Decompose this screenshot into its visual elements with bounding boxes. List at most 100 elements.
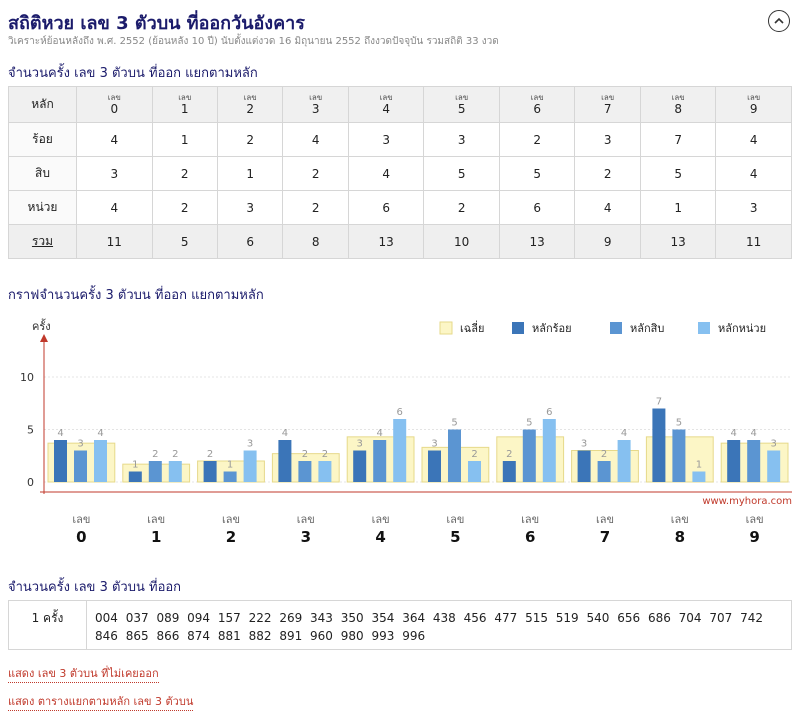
table-cell: 2 <box>282 156 349 191</box>
data-bar <box>727 440 741 482</box>
y-axis-label: ครั้ง <box>32 318 51 333</box>
table-cell: 4 <box>76 122 153 157</box>
page-title: สถิติหวย เลข 3 ตัวบน ที่ออกวันอังคาร <box>8 13 305 34</box>
table-cell: 2 <box>498 122 576 157</box>
data-label: 4 <box>621 428 627 439</box>
data-label: 4 <box>751 428 757 439</box>
table-cell: 4 <box>282 122 349 157</box>
data-bar <box>428 450 441 482</box>
data-label: 3 <box>771 439 777 450</box>
legend-label: หลักร้อย <box>532 322 572 335</box>
data-label: 2 <box>506 449 512 460</box>
data-label: 7 <box>656 397 662 408</box>
data-label: 5 <box>676 418 682 429</box>
table-cell: 1 <box>151 122 218 157</box>
occurrence-numbers: 004 037 089 094 157 222 269 343 350 354 … <box>95 611 763 643</box>
occurrence-section-title: จำนวนครั้ง เลข 3 ตัวบน ที่ออก <box>8 580 182 595</box>
data-label: 4 <box>731 428 737 439</box>
data-label: 1 <box>132 460 138 471</box>
legend-label: หลักสิบ <box>630 322 664 335</box>
y-tick-label: 5 <box>27 424 34 437</box>
legend-swatch <box>512 322 524 334</box>
x-category-prefix: เลข <box>147 513 166 526</box>
y-axis-arrow <box>40 334 48 342</box>
data-label: 3 <box>357 439 363 450</box>
data-bar <box>597 461 611 482</box>
table-cell: 3 <box>347 122 425 157</box>
x-category-label: เลข 8 <box>650 510 710 546</box>
data-label: 2 <box>601 449 607 460</box>
x-category-label: เลข 7 <box>575 510 635 546</box>
table-col-header: เลข 2 <box>216 86 284 123</box>
data-bar <box>522 429 536 482</box>
data-bar <box>468 461 481 482</box>
page-subtitle: วิเคราะห์ย้อนหลังถึง พ.ศ. 2552 (ย้อนหลัง… <box>8 36 499 47</box>
col-header-label: เลข <box>530 93 544 102</box>
table-cell: 13 <box>347 224 425 259</box>
x-category-digit: 7 <box>599 528 611 546</box>
data-bar <box>692 471 706 482</box>
x-category-digit: 4 <box>375 528 386 546</box>
x-category-prefix: เลข <box>670 513 689 526</box>
table-cell: 3 <box>423 122 500 157</box>
collapse-button[interactable] <box>768 10 790 32</box>
x-category-label: เลข 2 <box>201 510 261 546</box>
data-label: 4 <box>97 428 103 439</box>
data-bar <box>502 461 516 482</box>
table-cell: 7 <box>639 122 717 157</box>
col-header-digit: 0 <box>110 102 119 116</box>
chevron-up-icon <box>774 17 784 24</box>
x-category-label: เลข 9 <box>725 510 785 546</box>
col-header-label: เลข <box>671 93 685 102</box>
col-header-digit: 2 <box>246 102 255 116</box>
table-cell: 5 <box>639 156 717 191</box>
table-cell: 2 <box>574 156 641 191</box>
x-category-prefix: เลข <box>296 513 315 526</box>
data-label: 6 <box>546 407 552 418</box>
table-cell: 2 <box>151 190 218 225</box>
data-bar <box>542 419 556 482</box>
x-category-digit: 0 <box>76 528 87 546</box>
table-col-header: เลข 5 <box>423 86 500 123</box>
data-label: 1 <box>696 460 702 471</box>
x-category-prefix: เลข <box>221 513 241 526</box>
table-cell: 3 <box>715 190 792 225</box>
data-label: 2 <box>302 449 308 460</box>
table-cell: 6 <box>498 190 576 225</box>
data-bar <box>747 440 761 482</box>
x-category-label: เลข 1 <box>126 510 186 546</box>
table-cell: 11 <box>76 224 153 259</box>
table-cell: 4 <box>715 156 792 191</box>
data-bar <box>373 440 387 482</box>
show-digit-table-link[interactable]: แสดง ตารางแยกตามหลัก เลข 3 ตัวบน <box>8 692 194 711</box>
table-cell: 3 <box>76 156 153 191</box>
table-row: ร้อย 4 1 2 4 3 3 2 3 7 4 <box>8 122 792 157</box>
table-col-header: เลข 6 <box>498 86 576 123</box>
table-cell: 6 <box>347 190 425 225</box>
table-cell: 2 <box>216 122 284 157</box>
x-category-label: เลข 5 <box>425 510 485 546</box>
table-cell: 5 <box>151 224 218 259</box>
data-bar <box>94 440 107 482</box>
col-header-digit: 8 <box>674 102 682 116</box>
col-header-digit: 4 <box>382 102 390 116</box>
legend-swatch <box>439 321 453 335</box>
data-label: 2 <box>322 449 328 460</box>
data-label: 2 <box>207 449 213 460</box>
table-cell: 2 <box>282 190 349 225</box>
data-label: 2 <box>152 449 158 460</box>
data-bar <box>672 429 686 482</box>
y-tick-label: 10 <box>20 371 34 384</box>
row-label: หน่วย <box>8 190 77 225</box>
data-bar <box>243 450 257 482</box>
col-header-digit: 7 <box>603 102 612 116</box>
col-header-label: เลข <box>243 93 257 102</box>
data-label: 4 <box>282 428 288 439</box>
row-label: ร้อย <box>8 122 77 157</box>
table-cell: 1 <box>639 190 717 225</box>
x-category-digit: 9 <box>749 528 760 546</box>
x-category-digit: 2 <box>225 528 237 546</box>
table-cell: 2 <box>151 156 218 191</box>
show-never-drawn-link[interactable]: แสดง เลข 3 ตัวบน ที่ไม่เคยออก <box>8 664 159 683</box>
